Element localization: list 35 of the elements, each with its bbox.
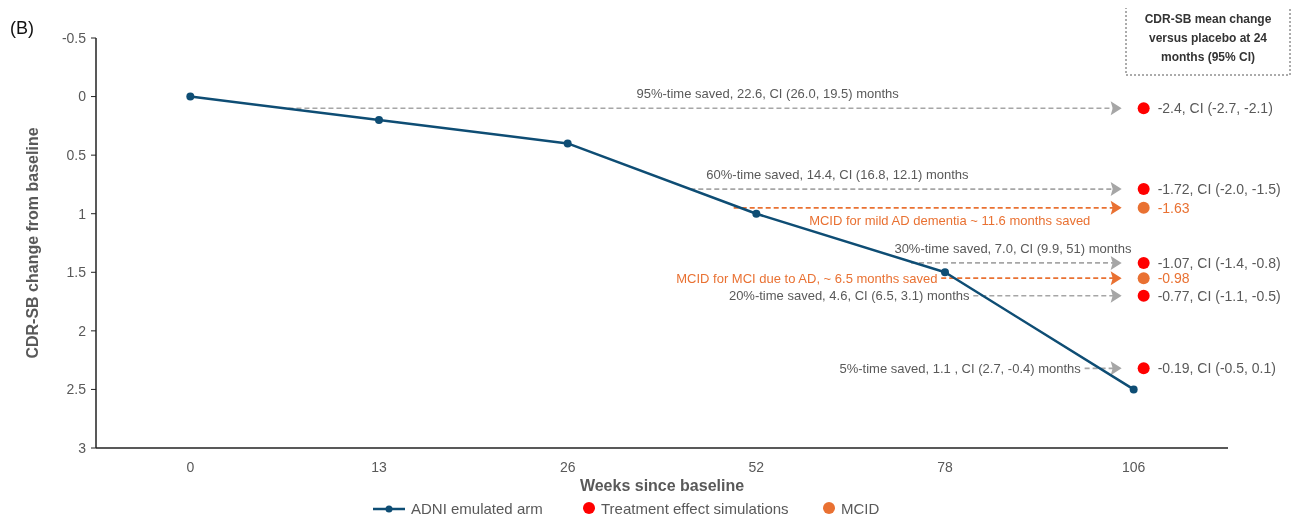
annotation: -2.4, CI (-2.7, -2.1): [1157, 100, 1273, 117]
legend-label: MCID: [841, 500, 880, 517]
y-tick-label: 3: [78, 439, 87, 456]
annotation: -1.07, CI (-1.4, -0.8): [1157, 254, 1281, 271]
x-tick-label: 52: [748, 459, 765, 475]
annotation: 5%-time saved, 1.1 , CI (2.7, -0.4) months: [839, 360, 1082, 376]
x-tick-label: 13: [371, 459, 387, 475]
annotation: 20%-time saved, 4.6, CI (6.5, 3.1) months: [728, 288, 971, 304]
annotation: 60%-time saved, 14.4, CI (16.8, 12.1) months: [706, 167, 970, 183]
annotation: MCID for mild AD dementia ~ 11.6 months saved: [809, 212, 1091, 228]
y-tick-label: 2.5: [66, 381, 87, 398]
x-tick-label: 78: [937, 459, 953, 475]
x-tick-label: 26: [559, 459, 576, 475]
y-axis-title: CDR-SB change from baseline: [24, 127, 41, 359]
x-tick-label: 106: [1121, 459, 1146, 475]
y-tick-label: 0: [78, 88, 87, 105]
annotation: -1.63: [1157, 199, 1190, 216]
x-axis-title: Weeks since baseline: [579, 477, 745, 494]
x-tick-label: 0: [186, 459, 195, 475]
y-tick-label: 2: [78, 322, 87, 339]
annotation: -0.98: [1157, 270, 1190, 287]
annotation: -0.19, CI (-0.5, 0.1): [1157, 360, 1276, 377]
annotation: CDR-SB mean change versus placebo at 24 months (95% CI): [1144, 12, 1272, 64]
y-tick-label: 0.5: [66, 147, 87, 164]
text: (B): [10, 18, 34, 38]
legend-label: Treatment effect simulations: [601, 500, 789, 517]
legend-label: ADNI emulated arm: [411, 500, 543, 517]
annotation: -0.77, CI (-1.1, -0.5): [1157, 287, 1281, 304]
y-tick-label: 1.5: [66, 264, 87, 281]
annotation: MCID for MCI due to AD, ~ 6.5 months saved: [676, 270, 938, 286]
annotation: 30%-time saved, 7.0, CI (9.9, 51) months: [894, 240, 1132, 256]
y-tick-label: -0.5: [61, 29, 87, 46]
y-tick-label: 1: [78, 205, 87, 222]
annotation: -1.72, CI (-2.0, -1.5): [1157, 181, 1281, 198]
annotation: 95%-time saved, 22.6, CI (26.0, 19.5) months: [636, 86, 900, 102]
